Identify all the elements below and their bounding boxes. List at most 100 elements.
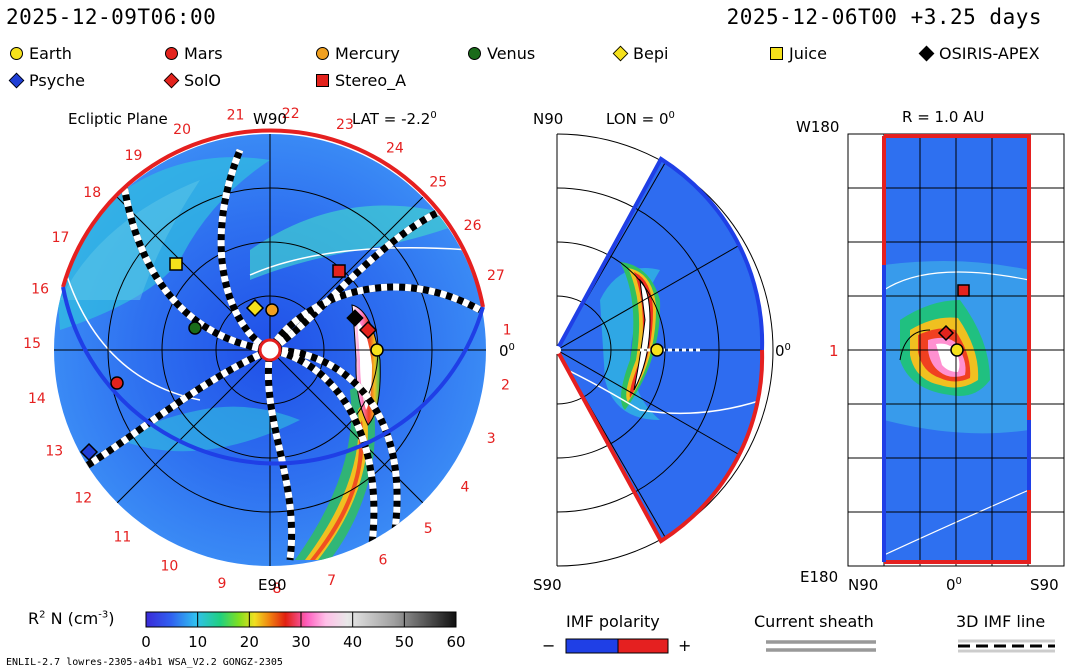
legend-label: Mercury	[335, 44, 400, 63]
ecliptic-right-label: 00	[499, 342, 515, 360]
earth-marker-meridional	[650, 343, 664, 357]
sector-number: 11	[113, 530, 131, 546]
stereo-a-marker	[332, 264, 346, 278]
meridional-plane-panel	[553, 133, 774, 567]
diamond-icon	[8, 72, 25, 89]
legend-mars: Mars	[165, 44, 223, 63]
legend-label: Earth	[29, 44, 72, 63]
legend-juice: Juice	[770, 44, 827, 63]
sector-number: 14	[28, 391, 46, 407]
legend-label: Juice	[789, 44, 827, 63]
lat-label: LAT = -2.20	[352, 110, 437, 128]
juice-marker	[169, 257, 183, 271]
legend-label: Venus	[487, 44, 536, 63]
sphere-bottom-0: 00	[946, 576, 962, 594]
earth-marker-sphere	[950, 343, 964, 357]
solo-marker-sphere	[937, 324, 955, 342]
mercury-marker	[265, 303, 279, 317]
legend-solo: SolO	[163, 71, 221, 90]
colorbar-tick-label: 0	[141, 633, 151, 651]
stereo-a-marker-sphere	[957, 284, 970, 297]
sector-number: 3	[487, 431, 496, 447]
footer-model-info: ENLIL-2.7 lowres-2305-a4b1 WSA_V2.2 GONG…	[6, 657, 283, 668]
diamond-icon	[612, 45, 629, 62]
sphere-bottom-s90: S90	[1030, 576, 1059, 594]
legend-bepi: Bepi	[612, 44, 669, 63]
sphere-left-mid-label: 1	[829, 342, 839, 360]
solo-marker	[358, 320, 378, 340]
ecliptic-title: Ecliptic Plane	[68, 110, 168, 128]
legend-label: Stereo_A	[335, 71, 407, 90]
sector-number: 18	[83, 185, 101, 201]
sector-number: 16	[31, 281, 49, 297]
sector-number: 27	[487, 268, 505, 284]
lon-label: LON = 00	[606, 110, 675, 128]
legend-stereo-a: Stereo_A	[316, 71, 406, 90]
diamond-icon	[163, 72, 180, 89]
current-sheath-title: Current sheath	[754, 612, 874, 631]
colorbar-tick-label: 20	[240, 633, 259, 651]
osiris-apex-marker	[346, 309, 364, 327]
sector-number: 13	[45, 444, 63, 460]
legend-label: Bepi	[633, 44, 669, 63]
sector-number: 25	[429, 175, 447, 191]
ecliptic-top-label: W90	[253, 110, 287, 128]
imf-polarity-title: IMF polarity	[566, 612, 660, 631]
sector-number: 24	[386, 140, 404, 156]
meridional-bottom-label: S90	[533, 576, 562, 594]
square-icon	[770, 47, 783, 60]
ecliptic-bottom-label: E90	[258, 576, 287, 594]
legend-label: OSIRIS-APEX	[939, 44, 1040, 63]
circle-icon	[316, 47, 329, 60]
sphere-top-left-label: W180	[796, 118, 840, 136]
meridional-top-label: N90	[533, 110, 564, 128]
model-run-time: 2025-12-06T00 +3.25 days	[726, 5, 1042, 29]
sector-number: 15	[23, 336, 41, 352]
r-label: R = 1.0 AU	[902, 108, 985, 126]
sector-number: 6	[379, 553, 388, 569]
meridional-right-label: 00	[775, 342, 791, 360]
legend-psyche: Psyche	[8, 71, 85, 90]
legend-earth: Earth	[10, 44, 72, 63]
sector-number: 5	[424, 521, 433, 537]
sector-number: 9	[217, 576, 226, 592]
imf-plus: +	[678, 636, 692, 655]
sphere-bottom-left-label: E180	[800, 568, 839, 586]
current-time: 2025-12-09T06:00	[6, 5, 217, 29]
psyche-marker	[79, 442, 99, 462]
earth-marker	[370, 343, 384, 357]
colorbar-label: R2 N (cm-3)	[28, 609, 115, 628]
legend-label: Mars	[184, 44, 223, 63]
mars-marker	[110, 376, 124, 390]
venus-marker	[188, 321, 202, 335]
legend-label: Psyche	[29, 71, 85, 90]
imf-3d-line-legend	[958, 639, 1055, 653]
sector-number: 26	[464, 218, 482, 234]
bepi-marker	[245, 298, 265, 318]
colorbar-tick-label: 10	[188, 633, 207, 651]
sector-number: 2	[501, 378, 510, 394]
legend-venus: Venus	[468, 44, 535, 63]
legend-label: SolO	[184, 71, 221, 90]
imf-3d-line-title: 3D IMF line	[956, 612, 1046, 631]
sector-number: 20	[173, 122, 191, 138]
colorbar-tick-label: 40	[343, 633, 362, 651]
circle-icon	[165, 47, 178, 60]
circle-icon	[10, 47, 23, 60]
sector-number: 17	[52, 230, 70, 246]
sector-number: 21	[227, 108, 245, 124]
current-sheath-legend	[766, 640, 876, 652]
colorbar-tick-label: 30	[291, 633, 310, 651]
sector-number: 1	[503, 322, 512, 338]
sphere-bottom-n90: N90	[848, 576, 879, 594]
imf-minus: −	[542, 636, 556, 655]
square-icon	[316, 74, 329, 87]
sector-number: 4	[461, 480, 470, 496]
imf-polarity-legend	[565, 638, 669, 654]
density-colorbar: 0 10 20 30 40 50 60	[141, 611, 466, 651]
colorbar-tick-label: 60	[446, 633, 465, 651]
sector-number: 10	[160, 559, 178, 575]
